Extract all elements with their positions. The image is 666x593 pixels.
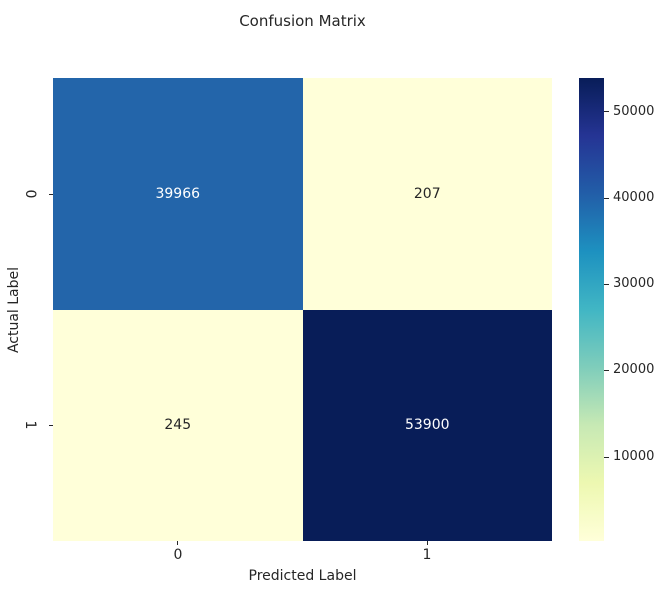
- colorbar-tick-label-10000: 10000: [613, 449, 655, 464]
- colorbar-tick-mark-20000: [604, 370, 609, 371]
- colorbar-tick-label-40000: 40000: [613, 190, 655, 205]
- colorbar-tick-mark-30000: [604, 284, 609, 285]
- x-axis-label: Predicted Label: [248, 568, 357, 584]
- y-tick-mark-0: [49, 194, 53, 195]
- x-tick-label-1: 1: [422, 547, 432, 563]
- x-tick-label-0: 0: [173, 547, 183, 563]
- colorbar-tick-label-30000: 30000: [613, 276, 655, 291]
- x-tick-mark-0: [177, 541, 178, 545]
- cell-annotation: 207: [413, 185, 441, 202]
- colorbar-tick-label-50000: 50000: [613, 104, 655, 119]
- chart-title: Confusion Matrix: [239, 12, 366, 30]
- colorbar-tick-label-20000: 20000: [613, 362, 655, 377]
- colorbar-tick-mark-40000: [604, 198, 609, 199]
- cell-annotation: 245: [164, 417, 192, 434]
- colorbar-tick-mark-10000: [604, 457, 609, 458]
- colorbar-tick-mark-50000: [604, 111, 609, 112]
- cell-annotation: 39966: [155, 185, 201, 202]
- y-tick-label-1: 1: [22, 420, 38, 430]
- heatmap-cell-0-0: 39966: [53, 78, 303, 310]
- y-tick-label-0: 0: [22, 189, 38, 199]
- heatmap-cell-1-1: 53900: [302, 309, 552, 541]
- heatmap: 39966 207 245 53900: [53, 78, 552, 541]
- colorbar-gradient: [579, 78, 604, 541]
- y-axis-label: Actual Label: [6, 266, 22, 354]
- cell-annotation: 53900: [404, 417, 450, 434]
- y-tick-mark-1: [49, 425, 53, 426]
- heatmap-cell-1-0: 245: [53, 309, 303, 541]
- x-tick-mark-1: [427, 541, 428, 545]
- heatmap-cell-0-1: 207: [302, 78, 552, 310]
